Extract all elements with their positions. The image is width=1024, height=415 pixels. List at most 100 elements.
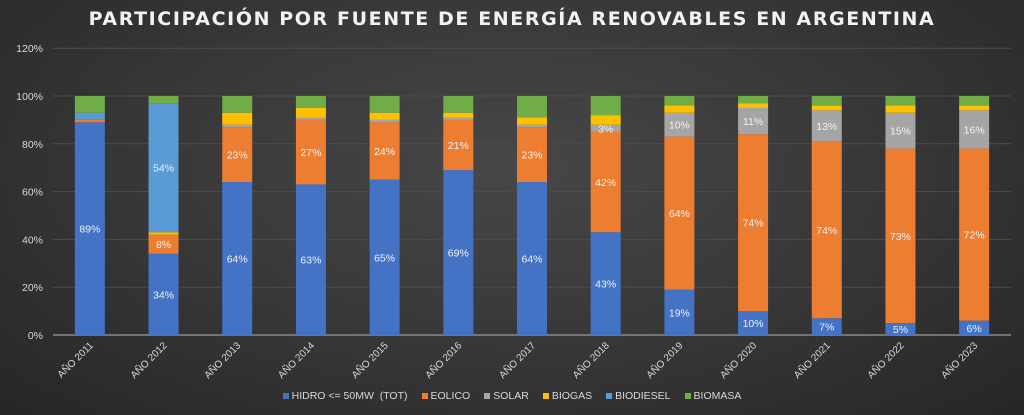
legend-swatch [684,393,691,399]
bar-segment [811,105,842,111]
legend-label: EOLICO [430,390,471,402]
bar-segment [295,184,326,335]
bar-segment [959,105,990,111]
x-tick-label: AÑO 2017 [496,339,539,382]
bar-segment [295,96,326,108]
data-label: 64% [521,254,542,266]
bar-segment [811,110,842,142]
bar-segment [148,232,179,235]
legend-swatch [421,393,428,399]
y-tick-label: 60% [22,187,43,199]
bar-segment [885,112,916,149]
x-tick-label: AÑO 2014 [275,339,318,382]
bar-segment [74,119,105,123]
data-label: 42% [595,177,616,189]
legend-item: EOLICO [421,390,471,402]
data-label: 73% [890,231,911,243]
data-label: 27% [300,147,321,159]
legend-label: BIOMASA [693,390,742,402]
bar-segment [664,289,695,335]
legend-swatch [542,393,549,399]
data-label: 24% [374,146,395,158]
legend: HIDRO <= 50MW (TOT) EOLICO SOLAR BIOGAS BIOD… [0,390,1024,402]
data-label: 43% [595,279,616,291]
bar-segment [148,96,179,104]
bar-segment [369,122,400,180]
y-tick-label: 20% [22,282,43,294]
bar-segment [369,112,400,120]
bar-segment [664,96,695,106]
legend-label: BIODIESEL [615,390,671,402]
data-label: 3% [598,123,613,135]
data-label: 63% [300,255,321,267]
bar-segment [443,119,474,171]
bar-segment [811,141,842,319]
data-label: 54% [153,163,174,175]
data-label: 8% [156,239,171,251]
y-tick-label: 0% [28,330,43,342]
y-tick-label: 80% [22,139,43,151]
legend-item: HIDRO <= 50MW (TOT) [282,390,408,402]
bar-segment [959,148,990,321]
x-tick-label: AÑO 2019 [643,339,686,382]
bar-segment [369,96,400,113]
x-tick-label: AÑO 2015 [349,339,392,382]
x-tick-label: AÑO 2022 [864,339,907,382]
bar-segment [443,112,474,118]
bar-segment [959,110,990,149]
legend-swatch [606,393,613,399]
data-label: 23% [521,150,542,162]
data-label: 65% [374,252,395,264]
bar-segment [885,96,916,106]
bar-segment [443,96,474,113]
bar-segment [959,320,990,335]
data-label: 89% [79,224,100,236]
bar-segment [148,253,179,335]
data-label: 64% [227,254,248,266]
bar-segment [222,182,253,335]
bar-segment [369,179,400,335]
bar-segment [74,112,105,120]
bar-segment [517,96,547,118]
bar-segment [738,134,769,312]
y-tick-label: 40% [22,234,43,246]
x-tick-label: AÑO 2011 [54,339,96,381]
bar-segment [738,107,769,135]
bar-segment [885,323,916,335]
bar-segment [590,124,621,132]
bar-segment [590,96,621,116]
data-label: 7% [819,322,834,334]
y-tick-label: 100% [16,91,43,103]
data-label: 13% [816,121,837,133]
bar-segment [222,96,253,113]
bar-segment [74,96,105,113]
legend-item: BIODIESEL [606,390,671,402]
bar-segment [295,107,326,118]
data-label: 15% [890,126,911,138]
bar-segment [885,148,916,324]
bar-segment [517,124,547,128]
x-tick-label: AÑO 2016 [422,339,465,382]
bar-segment [443,170,474,335]
bar-segment [664,136,695,290]
bar-segment [738,311,769,335]
legend-item: SOLAR [484,390,529,402]
data-label: 69% [448,248,469,260]
x-tick-label: AÑO 2023 [938,339,981,382]
data-label: 21% [448,140,469,152]
data-label: 5% [893,324,908,336]
bar-segment [664,105,695,113]
data-label: 72% [964,230,985,242]
bar-segment [222,112,253,125]
bar-segment [590,232,621,335]
bar-segment [148,103,179,233]
data-label: 23% [227,150,248,162]
bar-segment [664,112,695,137]
bar-segment [369,119,400,123]
data-label: 10% [743,318,764,330]
x-tick-label: AÑO 2020 [717,339,760,382]
data-label: 64% [669,208,690,220]
bar-segment [738,96,769,104]
legend-label: HIDRO <= 50MW (TOT) [291,390,408,402]
